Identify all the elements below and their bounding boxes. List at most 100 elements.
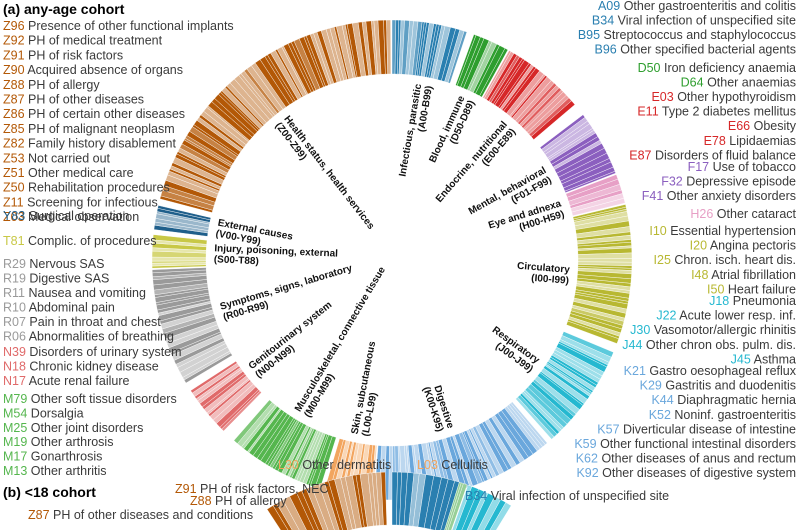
panel-b-label-z88: Z88 PH of allergy [190, 494, 287, 508]
code-label-k57: K57 Diverticular disease of intestine [597, 422, 796, 436]
code-label-b96: B96 Other specified bacterial agents [594, 43, 796, 57]
ring-segment [515, 396, 555, 440]
code-label-e66: E66 Obesity [728, 119, 797, 133]
code-label-j30: J30 Vasomotor/allergic rhinitis [630, 323, 796, 337]
chapter-label: Health status, health services(Z00-Z99) [273, 114, 377, 239]
chapter-arc-f [539, 114, 617, 193]
chapter-label: Circulatory(I00-I99) [516, 261, 571, 287]
ring-segment [276, 499, 300, 530]
chapter-arc-e [482, 50, 576, 140]
code-label-a09: A09 Other gastroenteritis and colitis [598, 0, 796, 13]
chapter-arc-k [373, 401, 548, 501]
code-label-z11: Z11 Screening for infectious [3, 195, 158, 209]
ring-segment [301, 488, 324, 530]
ring-segment [435, 478, 456, 530]
ring-segment [444, 481, 462, 530]
code-label-e87: E87 Disorders of fluid balance [629, 148, 796, 162]
ring-segment [272, 503, 293, 530]
ring-segment [266, 505, 289, 530]
code-label-z50: Z50 Rehabilitation procedures [3, 181, 170, 195]
ring-segment [489, 502, 512, 530]
ring-panel-b [266, 471, 512, 530]
code-label-r07: R07 Pain in throat and chest [3, 315, 161, 329]
ring-segment [530, 100, 576, 140]
chapter-label: Injury, poisoning, external(S00-T88) [214, 243, 339, 270]
code-label-m19: M19 Other arthrosis [3, 435, 113, 449]
code-label-j18: J18 Pneumonia [709, 294, 796, 308]
ring-segment [447, 483, 468, 530]
ring-segment [466, 491, 489, 530]
ring-segment [386, 19, 392, 75]
chapter-label: Infectious, parasitic(A00-B99) [397, 83, 435, 180]
code-label-i10: I10 Essential hypertension [649, 224, 796, 238]
ring-segment [564, 170, 617, 193]
code-label-i48: I48 Atrial fibrillation [691, 268, 796, 282]
ring-segment [571, 198, 626, 217]
chapter-arc-z [159, 19, 392, 213]
code-label-k44: K44 Diaphragmatic hernia [651, 393, 796, 407]
ring-segment [324, 480, 343, 530]
code-label-j45: J45 Asthma [731, 352, 796, 366]
ring-segment [455, 486, 479, 530]
code-label-i20: I20 Angina pectoris [690, 239, 796, 253]
ring-panel-a [151, 19, 633, 501]
code-label-r06: R06 Abnormalities of breathing [3, 330, 174, 344]
chapter-arc-h [565, 174, 626, 217]
code-label-z92: Z92 PH of medical treatment [3, 34, 163, 48]
code-label-j22: J22 Acute lower resp. inf. [656, 309, 796, 323]
code-label-h26: H26 Other cataract [690, 207, 796, 221]
code-label-i25: I25 Chron. isch. heart dis. [654, 253, 796, 267]
code-label-z51: Z51 Other medical care [3, 166, 134, 180]
code-label-k29: K29 Gastritis and duodenitis [640, 379, 796, 393]
code-label-z82: Z82 Family history disablement [3, 137, 177, 151]
code-label-z96: Z96 Presence of other functional implant… [3, 19, 234, 33]
panel-b-arc-a [391, 471, 420, 527]
code-label-r10: R10 Abdominal pain [3, 301, 115, 315]
code-label-m54: M54 Dorsalgia [3, 406, 84, 420]
code-label-m25: M25 Other joint disorders [3, 421, 143, 435]
panel-b-label-z91: Z91 PH of risk factors, NEC [175, 482, 329, 496]
ring-segment [440, 480, 460, 530]
code-label-z85: Z85 PH of malignant neoplasm [3, 122, 175, 136]
code-label-e78: E78 Lipidaemias [704, 134, 796, 148]
chapter-label: Symptoms, signs, laboratory(R00-R99) [219, 263, 357, 323]
ring-segment [566, 320, 619, 344]
panel-b-label-z87: Z87 PH of other diseases and conditions [28, 508, 253, 522]
panel-b-arc-d [444, 481, 468, 530]
ring-segment [328, 479, 348, 530]
chapter-label: Musculoskeletal, connective tissue(M00-M… [293, 265, 398, 420]
code-label-l03: L03 Cellulitis [417, 458, 488, 472]
code-label-e11: E11 Type 2 diabetes mellitus [637, 105, 796, 119]
panel-b-title: (b) <18 cohort [3, 484, 96, 500]
ring-segment [477, 496, 501, 530]
code-label-z88: Z88 PH of allergy [3, 78, 100, 92]
chapter-arc-r [151, 267, 233, 384]
panel-b-arc-j [451, 484, 512, 530]
code-label-n39: N39 Disorders of urinary system [3, 345, 182, 359]
ring-segment [151, 267, 207, 274]
ring-segment [289, 492, 314, 530]
ring-segment [296, 490, 319, 530]
code-label-f32: F32 Depressive episode [661, 175, 796, 189]
ring-segment [233, 399, 273, 444]
code-label-n17: N17 Acute renal failure [3, 374, 130, 388]
code-label-e03: E03 Other hypothyroidism [651, 90, 796, 104]
code-label-f41: F41 Other anxiety disorders [642, 189, 796, 203]
code-label-k21: K21 Gastro oesophageal reflux [624, 364, 797, 378]
code-label-z91: Z91 PH of risk factors [3, 48, 123, 62]
ring-segment [447, 30, 468, 84]
chapter-label: Digestive(K00-K95) [420, 382, 455, 434]
code-label-m13: M13 Other arthritis [3, 464, 107, 478]
code-label-k62: K62 Other diseases of anus and rectum [576, 452, 796, 466]
code-label-m79: M79 Other soft tissue disorders [3, 392, 177, 406]
code-label-b95: B95 Streptococcus and staphylococcus [578, 28, 796, 42]
chapter-arc-n [190, 360, 262, 432]
code-label-r29: R29 Nervous SAS [3, 257, 104, 271]
ring-segment [483, 499, 507, 530]
code-label-d50: D50 Iron deficiency anaemia [638, 61, 796, 75]
chapter-arc-t [151, 234, 208, 269]
code-label-t81: T81 Complic. of procedures [3, 234, 157, 248]
chapter-arc-y [153, 205, 212, 237]
ring-segment [446, 482, 464, 530]
